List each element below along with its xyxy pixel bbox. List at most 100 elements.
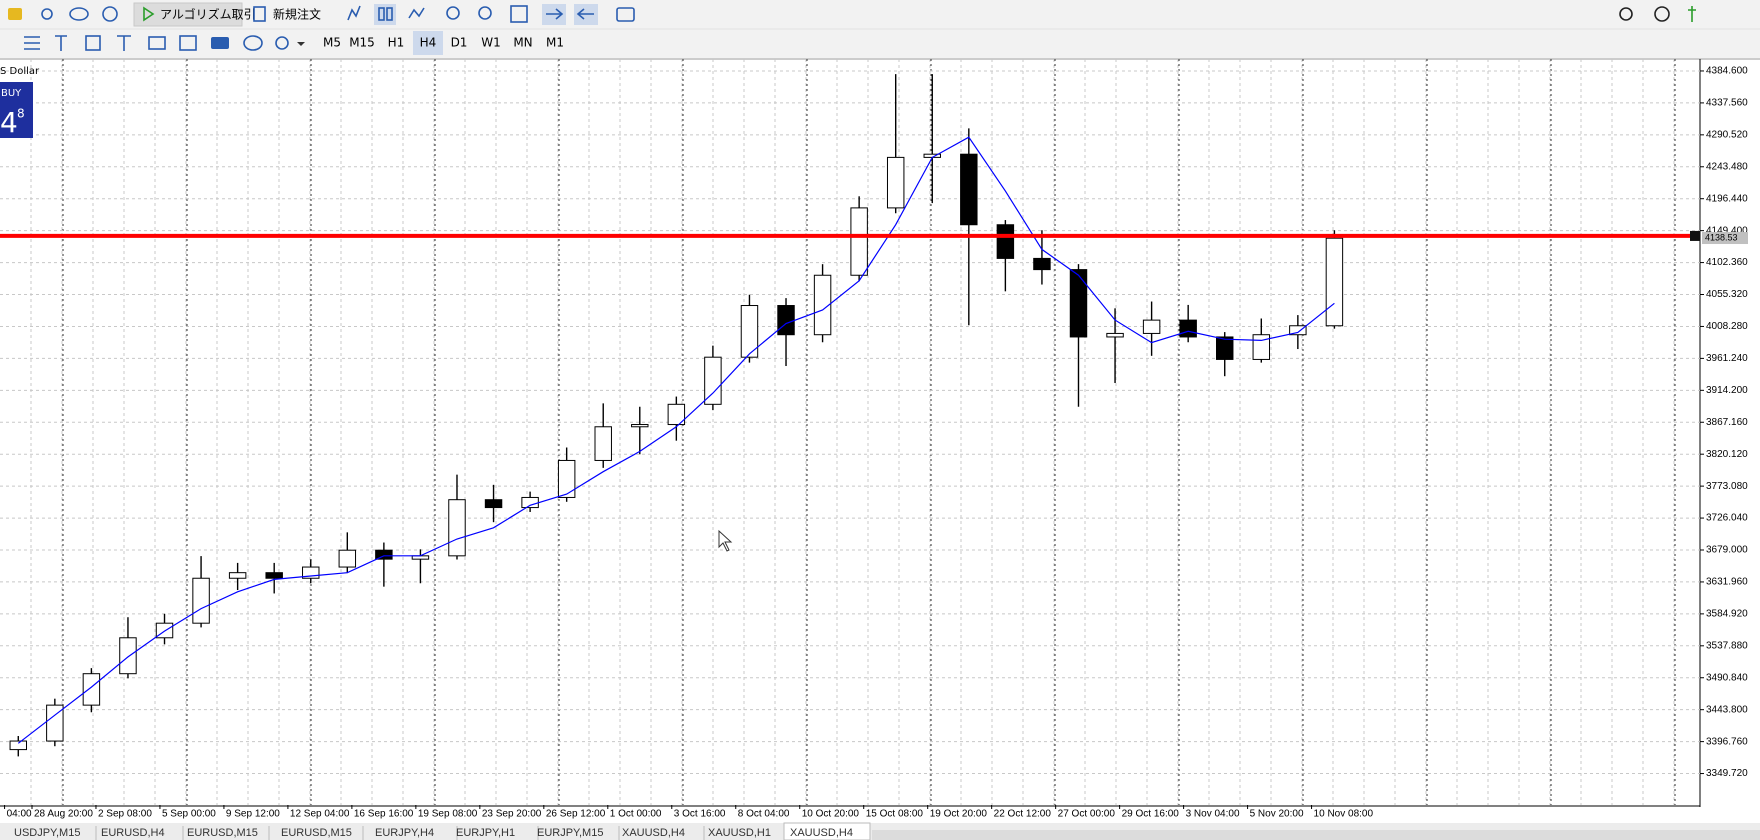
algo-trading-label[interactable]: アルゴリズム取引 <box>160 7 256 22</box>
x-tick-label: 16 Sep 16:00 <box>354 809 414 820</box>
y-tick-label: 3490.840 <box>1706 672 1748 683</box>
ok-icon[interactable] <box>211 37 229 49</box>
buy-price-small[interactable]: 8 <box>17 107 25 121</box>
timeframe-button[interactable]: M15 <box>349 36 375 50</box>
candle-body <box>338 549 357 568</box>
indicator-icon[interactable] <box>179 35 197 51</box>
candle-body <box>521 496 539 509</box>
lines-icon[interactable] <box>24 36 40 50</box>
account-icon[interactable] <box>1654 6 1670 22</box>
tab[interactable]: EURUSD,H4 <box>101 827 165 839</box>
more-icon[interactable] <box>275 36 289 50</box>
candle-icon <box>386 7 393 21</box>
active-tab-bg[interactable] <box>783 822 871 840</box>
y-tick-label: 3631.960 <box>1706 577 1748 588</box>
tab[interactable]: EURJPY,M15 <box>537 827 603 839</box>
candle-body <box>777 305 795 336</box>
candle-body <box>740 305 759 358</box>
tab[interactable]: XAUUSD,H4 <box>622 827 685 839</box>
candle-body <box>1252 334 1271 360</box>
cloud-icon[interactable] <box>69 7 89 21</box>
x-tick-label: 22 Oct 12:00 <box>994 809 1052 820</box>
timeframe-button[interactable]: M1 <box>546 36 564 50</box>
algo-trading-button[interactable] <box>133 2 243 27</box>
x-tick-label: 19 Oct 20:00 <box>930 809 988 820</box>
candle-body <box>813 274 832 336</box>
line-chart-icon[interactable] <box>408 7 425 19</box>
dropdown-arrow[interactable] <box>297 42 305 46</box>
x-tick-label: 27 Oct 00:00 <box>1058 809 1116 820</box>
tile-icon[interactable] <box>510 5 528 23</box>
y-tick-label: 3537.880 <box>1706 640 1748 651</box>
new-order-icon[interactable] <box>253 6 266 22</box>
grid <box>0 59 1700 805</box>
candle-body <box>1289 325 1307 336</box>
timeframe-button[interactable]: W1 <box>481 36 501 50</box>
horizontal-line-handle[interactable] <box>1690 230 1700 241</box>
rect-icon[interactable] <box>85 35 101 51</box>
y-tick-label: 3867.160 <box>1706 417 1748 428</box>
tab[interactable]: USDJPY,M15 <box>14 827 80 839</box>
buy-panel[interactable] <box>0 82 33 138</box>
candle-body <box>1106 332 1124 338</box>
lock-icon[interactable] <box>8 8 22 20</box>
plot <box>0 74 1700 757</box>
autoscroll-icon <box>546 8 564 20</box>
bar-chart-icon[interactable] <box>347 5 361 21</box>
timeframe-button[interactable]: H4 <box>420 36 437 50</box>
zoom-in-icon[interactable] <box>446 6 460 20</box>
y-tick-label: 4196.440 <box>1706 193 1748 204</box>
x-tick-label: 9 Sep 12:00 <box>226 809 280 820</box>
buy-label[interactable]: BUY <box>1 88 22 99</box>
candle-body <box>996 224 1015 259</box>
buy-price-big[interactable]: 4 <box>0 106 18 139</box>
tab[interactable]: EURJPY,H1 <box>456 827 515 839</box>
shapes-icon[interactable] <box>243 35 263 51</box>
tab[interactable]: EURJPY,H4 <box>375 827 434 839</box>
new-order-label[interactable]: 新規注文 <box>273 7 321 22</box>
label-icon[interactable] <box>117 35 131 51</box>
timeframe-button[interactable]: D1 <box>451 36 468 50</box>
x-tick-label: 5 Nov 20:00 <box>1250 809 1304 820</box>
screenshot-icon[interactable] <box>616 7 635 22</box>
text-icon[interactable] <box>55 35 67 51</box>
candle-body <box>960 153 978 226</box>
candle-body <box>82 673 101 706</box>
tab[interactable]: XAUUSD,H4 <box>790 827 853 839</box>
zoom-out-icon[interactable] <box>478 6 492 20</box>
x-tick-label: 26 Sep 12:00 <box>546 809 606 820</box>
x-tick-label: 3 Oct 16:00 <box>674 809 726 820</box>
search-icon[interactable] <box>1619 7 1633 21</box>
candle-body <box>265 572 283 579</box>
y-tick-label: 3726.040 <box>1706 513 1748 524</box>
object-icon[interactable] <box>148 36 166 50</box>
timeframe-button[interactable]: M5 <box>323 36 341 50</box>
candle-body <box>46 704 64 742</box>
tab[interactable]: EURUSD,M15 <box>187 827 258 839</box>
x-tick-label: 10 Nov 08:00 <box>1314 809 1374 820</box>
y-tick-label: 3961.240 <box>1706 353 1748 364</box>
timeframe-button[interactable]: MN <box>513 36 532 50</box>
current-price-box <box>1702 232 1748 245</box>
scrollbar[interactable] <box>872 830 1760 840</box>
x-tick-label: 12 Sep 04:00 <box>290 809 350 820</box>
candle-body <box>228 572 247 579</box>
x-tick-label: 3 Nov 04:00 <box>1186 809 1240 820</box>
timeframe-active-bg[interactable] <box>413 31 443 55</box>
candle-body <box>375 549 393 560</box>
x-tick-label: 1 Oct 00:00 <box>610 809 662 820</box>
tab[interactable]: EURUSD,M15 <box>281 827 352 839</box>
vps-icon[interactable] <box>102 6 118 22</box>
x-tick-label: 28 Aug 20:00 <box>34 809 93 820</box>
x-tick-label: 8 Oct 04:00 <box>738 809 790 820</box>
y-tick-label: 3773.080 <box>1706 481 1748 492</box>
y-tick-label: 4290.520 <box>1706 129 1748 140</box>
timeframe-button[interactable]: H1 <box>388 36 405 50</box>
tab[interactable]: XAUUSD,H1 <box>708 827 771 839</box>
y-tick-label: 3679.000 <box>1706 545 1748 556</box>
signal-icon[interactable] <box>41 8 53 20</box>
y-tick-label: 4055.320 <box>1706 289 1748 300</box>
signal-level-icon[interactable] <box>1688 6 1696 22</box>
